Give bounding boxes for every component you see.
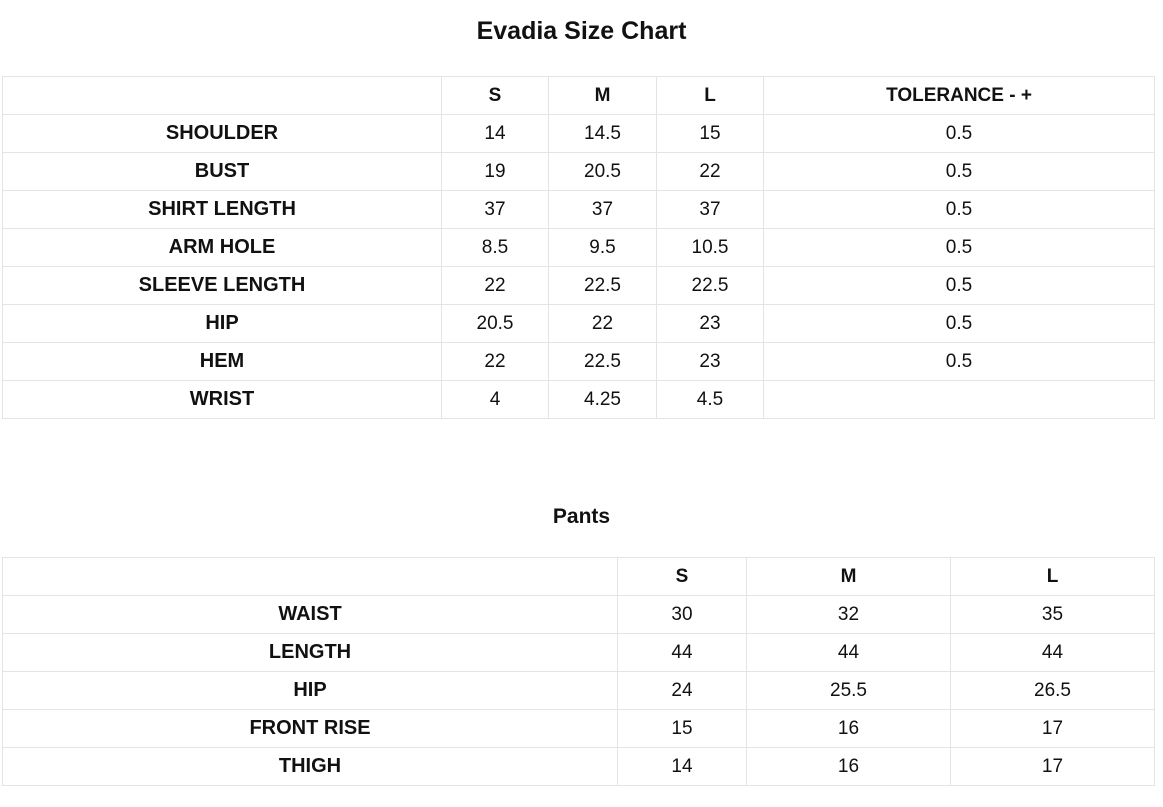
row-label: SHOULDER [2,114,442,153]
table-row: SLEEVE LENGTH 22 22.5 22.5 0.5 [2,266,1155,305]
table-cell: 17 [950,747,1155,786]
size-table: S M L WAIST 30 32 35 LENGTH 44 44 44 HIP 24 25.5 26.5 F… [2,557,1155,786]
table-cell: 14.5 [548,114,657,153]
header-cell: M [548,76,657,115]
table-row: SHOULDER 14 14.5 15 0.5 [2,114,1155,153]
row-label: ARM HOLE [2,228,442,267]
table-cell [763,380,1155,419]
table-cell: 0.5 [763,152,1155,191]
table-row: WAIST 30 32 35 [2,595,1155,634]
table-cell: 20.5 [441,304,549,343]
table-cell: 22 [441,266,549,305]
table-cell: 0.5 [763,304,1155,343]
table-cell: 14 [617,747,747,786]
table-cell: 22 [548,304,657,343]
table-cell: 17 [950,709,1155,748]
table-cell: 0.5 [763,114,1155,153]
table-row: BUST 19 20.5 22 0.5 [2,152,1155,191]
table-cell: 0.5 [763,266,1155,305]
table-row: SHIRT LENGTH 37 37 37 0.5 [2,190,1155,229]
table-cell: 37 [441,190,549,229]
section-title: Pants [552,505,611,528]
header-cell: S [617,557,747,596]
table-row: HEM 22 22.5 23 0.5 [2,342,1155,381]
table-cell: 14 [441,114,549,153]
table-cell: 9.5 [548,228,657,267]
row-label: WRIST [2,380,442,419]
table-cell: 30 [617,595,747,634]
size-table: S M L TOLERANCE - + SHOULDER 14 14.5 15 0.5 BUST 1… [2,76,1155,419]
table-row: ARM HOLE 8.5 9.5 10.5 0.5 [2,228,1155,267]
header-cell: TOLERANCE - + [763,76,1155,115]
table-cell: 37 [656,190,764,229]
table-cell: 4 [441,380,549,419]
header-cell [2,76,442,115]
table-cell: 22.5 [656,266,764,305]
table-cell: 24 [617,671,747,710]
table-row: FRONT RISE 15 16 17 [2,709,1155,748]
table-cell: 4.25 [548,380,657,419]
table-cell: 26.5 [950,671,1155,710]
table-cell: 22.5 [548,342,657,381]
row-label: BUST [2,152,442,191]
table-cell: 19 [441,152,549,191]
table-cell: 32 [746,595,951,634]
table-cell: 22.5 [548,266,657,305]
header-cell: S [441,76,549,115]
table-cell: 25.5 [746,671,951,710]
table-cell: 44 [617,633,747,672]
row-label: THIGH [2,747,618,786]
table-cell: 16 [746,747,951,786]
table-cell: 16 [746,709,951,748]
table-cell: 0.5 [763,342,1155,381]
table-cell: 0.5 [763,228,1155,267]
header-cell [2,557,618,596]
table-cell: 22 [441,342,549,381]
table-cell: 23 [656,304,764,343]
table-row: HIP 20.5 22 23 0.5 [2,304,1155,343]
row-label: WAIST [2,595,618,634]
row-label: HIP [2,304,442,343]
header-cell: M [746,557,951,596]
table-row: WRIST 4 4.25 4.5 [2,380,1155,419]
row-label: FRONT RISE [2,709,618,748]
table-row: THIGH 14 16 17 [2,747,1155,786]
table-cell: 10.5 [656,228,764,267]
table-row: HIP 24 25.5 26.5 [2,671,1155,710]
table-cell: 35 [950,595,1155,634]
row-label: SLEEVE LENGTH [2,266,442,305]
table-row: LENGTH 44 44 44 [2,633,1155,672]
header-row: S M L TOLERANCE - + [2,76,1155,115]
table-cell: 23 [656,342,764,381]
row-label: HEM [2,342,442,381]
table-cell: 0.5 [763,190,1155,229]
chart-title: Evadia Size Chart [476,17,687,45]
table-cell: 44 [746,633,951,672]
table-cell: 15 [617,709,747,748]
header-cell: L [656,76,764,115]
table-cell: 22 [656,152,764,191]
table-cell: 37 [548,190,657,229]
table-cell: 20.5 [548,152,657,191]
table-cell: 8.5 [441,228,549,267]
row-label: LENGTH [2,633,618,672]
row-label: HIP [2,671,618,710]
row-label: SHIRT LENGTH [2,190,442,229]
header-cell: L [950,557,1155,596]
table-cell: 44 [950,633,1155,672]
table-cell: 4.5 [656,380,764,419]
table-cell: 15 [656,114,764,153]
